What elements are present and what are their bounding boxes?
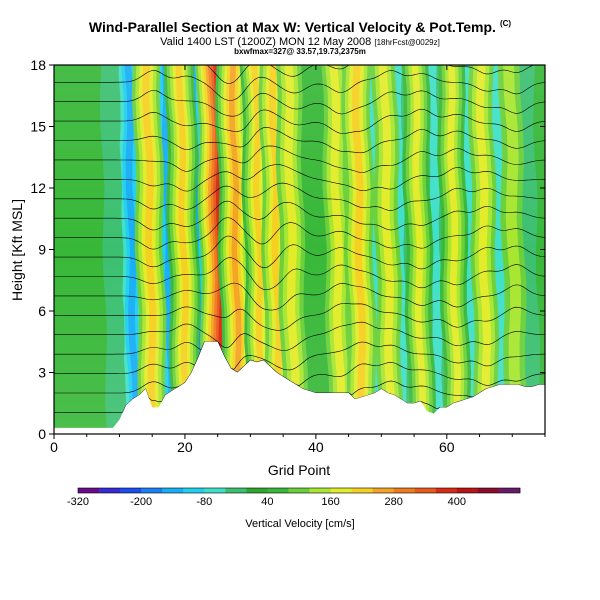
- y-tick-label: 15: [30, 119, 46, 135]
- colorbar-tick-label: -320: [67, 496, 89, 508]
- colorbar-tick-label: 280: [385, 496, 403, 508]
- theta-contours: [54, 55, 545, 413]
- y-axis-label: Height [Kft MSL]: [9, 199, 25, 301]
- theta-contour-line: [54, 321, 545, 351]
- y-tick-label: 6: [38, 303, 46, 319]
- x-tick-label: 20: [177, 439, 193, 455]
- y-tick-label: 3: [38, 365, 46, 381]
- colorbar-segment: [393, 488, 416, 493]
- terrain-mask: [54, 341, 545, 434]
- x-tick-label: 40: [308, 439, 324, 455]
- x-axis: 0 20 40 60: [50, 65, 546, 455]
- colorbar-segment: [99, 488, 121, 493]
- colorbar-segment: [204, 488, 226, 493]
- chart-subtitle: Valid 1400 LST (1200Z) MON 12 May 2008 […: [0, 36, 600, 48]
- colorbar-segment: [435, 488, 458, 493]
- colorbar-segment: [288, 488, 310, 493]
- chart-title: Wind-Parallel Section at Max W: Vertical…: [0, 19, 600, 35]
- colorbar-tick-label: 40: [261, 496, 273, 508]
- theta-contour-line: [54, 257, 545, 291]
- chart-title-tag: (C): [499, 19, 512, 29]
- y-tick-label: 0: [38, 426, 46, 442]
- field-shading: [54, 65, 545, 434]
- chart-subtitle-main: Valid 1400 LST (1200Z) MON 12 May 2008: [160, 36, 372, 48]
- colorbar-label: Vertical Velocity [cm/s]: [245, 518, 354, 530]
- colorbar-segment: [120, 488, 142, 493]
- chart-subtitle-small: [18hrFcst@0029z]: [374, 38, 440, 47]
- theta-contour-line: [54, 108, 545, 134]
- colorbar-segment: [78, 488, 100, 493]
- theta-contour-line: [54, 341, 545, 371]
- theta-contour-line: [54, 126, 545, 154]
- colorbar-segment: [372, 488, 395, 493]
- colorbar-segment: [183, 488, 205, 493]
- colorbar-segment: [351, 488, 373, 493]
- theta-contour-line: [54, 70, 545, 101]
- theta-contour-line: [54, 217, 545, 250]
- colorbar-frame: [77, 487, 521, 494]
- colorbar-segment: [414, 488, 437, 493]
- x-tick-label: 60: [439, 439, 455, 455]
- chart-subtitle-2: bxwfmax=327@ 33.57,19.73,2375m: [234, 47, 366, 56]
- colorbar-segment: [456, 488, 479, 493]
- theta-contour-line: [54, 341, 545, 386]
- colorbar-segment: [162, 488, 184, 493]
- colorbar-segment: [246, 488, 268, 493]
- x-tick-label: 0: [50, 439, 58, 455]
- theta-contour-line: [54, 55, 545, 65]
- colorbar-tick-label: 400: [448, 496, 466, 508]
- chart-title-text: Wind-Parallel Section at Max W: Vertical…: [88, 19, 496, 35]
- theta-contour-line: [54, 235, 545, 270]
- colorbar-tick-label: -200: [130, 496, 152, 508]
- colorbar-segment: [330, 488, 352, 493]
- colorbar-tick-label: 160: [321, 496, 339, 508]
- colorbar-segment: [309, 488, 331, 493]
- theta-contour-line: [54, 200, 545, 231]
- theta-contour-line: [54, 282, 545, 311]
- colorbar: -320 -200 -80 40 160 280 400: [67, 487, 521, 508]
- terrain: [54, 341, 545, 434]
- colorbar-segment: [141, 488, 163, 493]
- theta-contour-line: [54, 90, 545, 117]
- colorbar-segment: [498, 488, 521, 493]
- theta-contour-line: [206, 65, 535, 84]
- y-axis: 0 3 6 9 12 15 18: [30, 57, 545, 442]
- colorbar-segment: [267, 488, 289, 493]
- y-tick-label: 18: [30, 57, 46, 73]
- velocity-field: [54, 65, 545, 434]
- colorbar-tick-label: -80: [196, 496, 212, 508]
- theta-contour-line: [54, 182, 545, 211]
- colorbar-segment: [225, 488, 247, 493]
- theta-contour-line: [54, 164, 545, 192]
- theta-contour-line: [54, 303, 545, 331]
- theta-contour-line: [54, 145, 545, 173]
- colorbar-segment: [477, 488, 500, 493]
- y-tick-label: 9: [38, 242, 46, 258]
- x-axis-label: Grid Point: [268, 462, 330, 478]
- y-tick-label: 12: [30, 180, 46, 196]
